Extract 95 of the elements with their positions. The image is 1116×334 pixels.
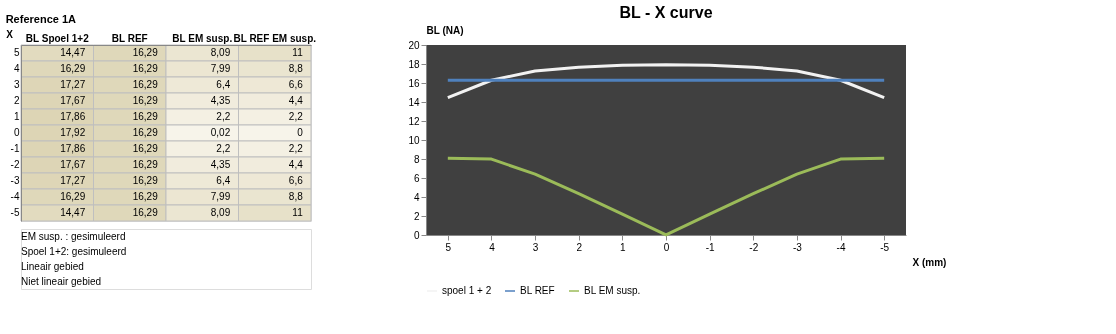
data-label: 17,86 — [60, 111, 86, 122]
y-tick-label: 0 — [13, 127, 20, 138]
y-tick-label: 20 — [408, 39, 420, 51]
data-label: 8,8 — [288, 191, 304, 202]
y-tick-label: -2 — [10, 159, 20, 170]
y-tick-label: 3 — [13, 79, 20, 90]
y-tick-label: 14 — [408, 96, 420, 108]
data-label: 17,67 — [60, 159, 86, 170]
y-tick-label: 18 — [408, 58, 420, 70]
data-label: 17,86 — [60, 143, 86, 154]
data-label: 16,29 — [132, 111, 159, 122]
data-label: 4,4 — [288, 159, 304, 170]
x-axis-title: X (mm) — [912, 256, 947, 268]
x-tick-label: 4 — [489, 241, 496, 253]
legend-label: BL EM susp. — [584, 285, 641, 296]
x-tick-label: 3 — [532, 241, 539, 253]
data-label: 4,35 — [210, 159, 231, 170]
x-tick-label: BL EM susp. — [172, 32, 233, 44]
data-label: 6,4 — [216, 79, 231, 90]
data-label: 2,2 — [216, 111, 231, 122]
y-tick-label: -3 — [10, 175, 20, 186]
x-tick-label: -1 — [705, 241, 716, 253]
data-label: 6,6 — [288, 175, 304, 186]
data-label: 16,29 — [60, 63, 86, 74]
data-label: 4,35 — [210, 95, 231, 106]
y-tick-label: 1 — [13, 111, 20, 122]
data-label: 16,29 — [132, 159, 159, 170]
x-tick-label: BL REF — [111, 32, 148, 44]
y-tick-label: -1 — [10, 143, 20, 154]
data-label: 7,99 — [210, 191, 231, 202]
y-tick-label: 12 — [408, 115, 420, 127]
data-label: 14,47 — [60, 207, 86, 218]
line-series — [446, 63, 886, 100]
x-tick-label: 2 — [576, 241, 583, 253]
data-label: 11 — [292, 207, 304, 218]
x-tick-label: 0 — [663, 241, 670, 253]
data-label: 16,29 — [132, 143, 159, 154]
data-label: 0,02 — [210, 127, 231, 138]
data-label: 17,92 — [60, 127, 86, 138]
data-label: 7,99 — [210, 63, 231, 74]
x-tick-label: BL Spoel 1+2 — [25, 32, 90, 44]
data-label: 11 — [292, 47, 304, 58]
x-tick-label: -3 — [792, 241, 803, 253]
data-label: 16,29 — [60, 191, 86, 202]
data-label: 6,4 — [216, 175, 231, 186]
text: Niet lineair gebied — [21, 276, 102, 287]
x-tick-label: BL REF EM susp. — [233, 32, 317, 44]
x-tick-label: 5 — [445, 241, 452, 253]
data-label: 16,29 — [132, 63, 159, 74]
data-label: 4,4 — [288, 95, 304, 106]
data-label: 2,2 — [216, 143, 231, 154]
y-tick-label: 2 — [13, 95, 20, 106]
legend-label: spoel 1 + 2 — [442, 285, 492, 296]
text: Lineair gebied — [21, 261, 84, 272]
data-label: 17,67 — [60, 95, 86, 106]
x-tick-label: -4 — [836, 241, 846, 253]
chart-title: Reference 1A — [5, 13, 77, 25]
data-label: 17,27 — [60, 175, 86, 186]
data-label: 8,09 — [210, 47, 231, 58]
chart-title: BL - X curve — [619, 4, 713, 21]
y-tick-label: 10 — [408, 134, 420, 146]
y-tick-label: 6 — [413, 172, 420, 184]
y-tick-label: -4 — [10, 191, 20, 202]
y-tick-label: 8 — [413, 153, 420, 165]
line-series — [446, 156, 886, 237]
text: Spoel 1+2: gesimuleerd — [21, 246, 127, 257]
data-label: 16,29 — [132, 79, 159, 90]
y-axis-title: X — [6, 28, 14, 40]
data-label: 16,29 — [132, 47, 159, 58]
x-tick-label: -2 — [749, 241, 759, 253]
data-label: 8,8 — [288, 63, 304, 74]
data-label: 2,2 — [288, 111, 304, 122]
y-tick-label: 16 — [408, 77, 420, 89]
y-axis-title: BL (NA) — [426, 24, 464, 36]
data-label: 2,2 — [288, 143, 304, 154]
data-label: 17,27 — [60, 79, 86, 90]
data-label: 8,09 — [210, 207, 231, 218]
y-tick-label: 0 — [413, 229, 420, 241]
data-label: 16,29 — [132, 175, 159, 186]
data-label: 0 — [297, 127, 304, 138]
x-tick-label: 1 — [620, 241, 627, 253]
data-label: 16,29 — [132, 127, 159, 138]
legend-label: BL REF — [520, 285, 555, 296]
data-label: 16,29 — [132, 207, 159, 218]
data-label: 16,29 — [132, 191, 159, 202]
y-tick-label: 4 — [13, 63, 20, 74]
data-label: 16,29 — [132, 95, 159, 106]
text: EM susp. : gesimuleerd — [21, 231, 126, 242]
x-tick-label: -5 — [880, 241, 890, 253]
data-label: 14,47 — [60, 47, 86, 58]
y-tick-label: 2 — [413, 210, 420, 222]
y-tick-label: 4 — [413, 191, 420, 203]
y-tick-label: -5 — [10, 207, 20, 218]
y-tick-label: 5 — [13, 47, 20, 58]
data-label: 6,6 — [288, 79, 304, 90]
